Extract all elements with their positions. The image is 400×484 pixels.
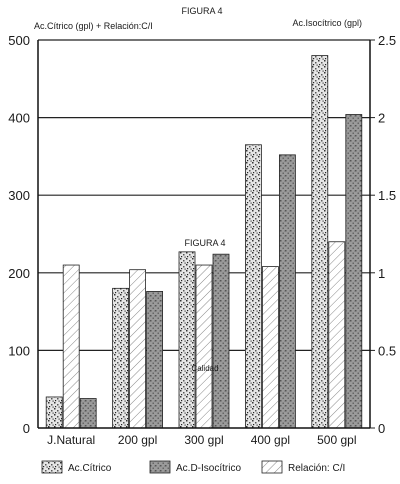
- legend-label: Relación: C/I: [288, 463, 345, 474]
- x-axis-title: Calidad: [191, 364, 218, 373]
- legend-swatch: [149, 460, 171, 474]
- right-axis-title: Ac.Isocítrico (gpl): [292, 18, 362, 28]
- x-tick-label: 400 gpl: [251, 433, 290, 447]
- y-left-tick-label: 300: [8, 188, 30, 203]
- bar-relacion: [328, 241, 346, 429]
- bar-citrico: [45, 396, 63, 429]
- bar-relacion: [62, 264, 80, 429]
- bar-citrico: [178, 251, 196, 429]
- y-left-tick-label: 0: [23, 421, 30, 436]
- legend-label: Ac.D-Isocítrico: [176, 463, 241, 474]
- x-tick-label: 300 gpl: [184, 433, 223, 447]
- y-right-tick-label: 1.5: [378, 188, 396, 203]
- inner-figure-label: FIGURA 4: [184, 238, 225, 248]
- y-left-tick-label: 200: [8, 266, 30, 281]
- chart-title: FIGURA 4: [181, 6, 222, 16]
- left-axis-title: Ac.Cítrico (gpl) + Relación:C/I: [34, 21, 153, 31]
- bar-isocitrico: [146, 291, 164, 429]
- legend: Ac.Cítrico Ac.D-Isocítrico Relación: C/I: [41, 460, 345, 474]
- y-right-tick-label: 2.5: [378, 33, 396, 48]
- legend-label: Ac.Cítrico: [68, 463, 112, 474]
- x-tick-label: J.Natural: [47, 433, 95, 447]
- y-left-tick-label: 100: [8, 343, 30, 358]
- y-right-tick-label: 1: [378, 266, 385, 281]
- bar-isocitrico: [79, 398, 97, 429]
- y-right-tick-label: 0.5: [378, 343, 396, 358]
- axes: 0 100 200 300 400 500 0 0.5 1 1.5 2 2.5 J.Natural 200…: [8, 33, 396, 447]
- bar-relacion: [129, 269, 147, 429]
- bar-isocitrico: [345, 114, 363, 429]
- bar-citrico: [112, 287, 129, 429]
- y-right-tick-label: 0: [378, 421, 385, 436]
- legend-swatch: [261, 460, 283, 474]
- y-left-tick-label: 400: [8, 111, 30, 126]
- x-tick-label: 500 gpl: [317, 433, 356, 447]
- bar-citrico: [244, 144, 262, 429]
- y-left-tick-label: 500: [8, 33, 30, 48]
- y-right-tick-label: 2: [378, 111, 385, 126]
- bar-isocitrico: [278, 154, 296, 429]
- bar-relacion: [195, 264, 213, 429]
- x-tick-label: 200 gpl: [118, 433, 157, 447]
- legend-swatch: [41, 460, 63, 474]
- bar-relacion: [261, 266, 279, 429]
- bar-isocitrico: [212, 253, 230, 429]
- bar-citrico: [311, 55, 329, 429]
